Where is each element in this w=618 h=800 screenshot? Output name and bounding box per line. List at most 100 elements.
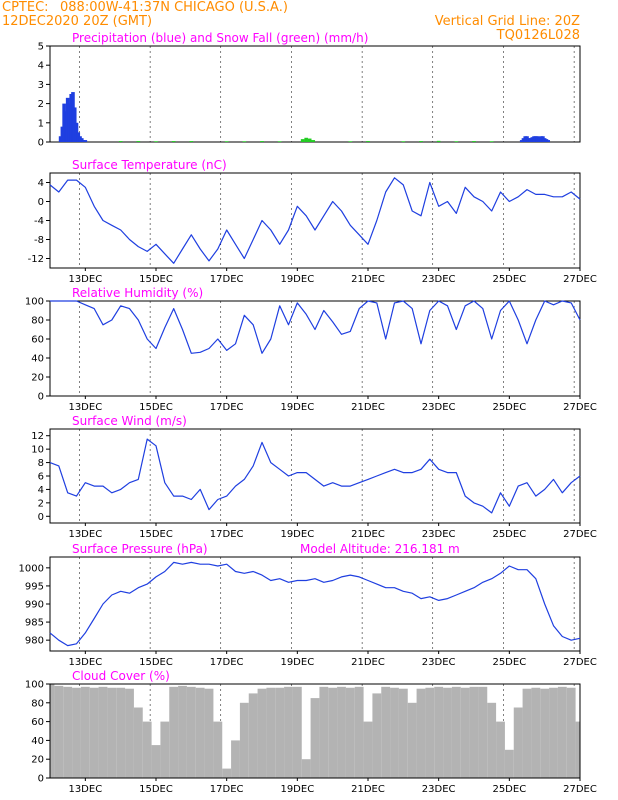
humidity-ytick-label: 80 [31,316,44,327]
precip-panel: 0 1 2 3 4 5 Precipitation (blue) and Snow Fall… [38,31,581,149]
cloud-bar-18 [204,688,214,778]
cloud-xtick-label: 25DEC [492,784,526,795]
cloud-xtick-label: 17DEC [210,784,244,795]
pressure-series-line [49,561,581,647]
temperature-xtick-label: 15DEC [139,274,173,285]
cloud-ytick-label: 0 [38,774,44,785]
temperature-xtick-label: 19DEC [280,274,314,285]
cloud-ytick-label: 40 [31,736,44,747]
wind-panel: 0 2 4 6 8 10 12 13DEC 15DEC 17DEC 19DEC 21DEC 23DEC 2… [31,414,597,540]
cloud-bar-38 [381,686,391,778]
cloud-bar-26 [275,687,285,778]
wind-xtick-label: 13DEC [68,529,102,540]
temperature-ytick-label: 0 [38,197,44,208]
cloud-bar-32 [328,687,338,778]
pressure-panel: 980 985 990 995 1000 13DEC 15DEC 17DEC 19DEC 21DE… [19,542,597,668]
cloud-bar-34 [345,687,355,778]
precip-ytick-label: 3 [38,80,44,91]
pressure-xtick-label: 27DEC [563,657,597,668]
cloud-bar-40 [398,688,408,778]
precip-bar-1-2 [154,141,158,143]
cloud-bar-4 [80,686,90,778]
pressure-ytick-label: 980 [25,636,44,647]
header-model-code: TQ0126L028 [496,28,580,43]
temperature-ytick-label: 4 [38,178,44,189]
temperature-xtick-label: 25DEC [492,274,526,285]
precip-bar-1-12 [311,140,316,142]
cloud-bar-12 [151,745,161,778]
precip-bar-1-1 [136,141,141,142]
cloud-bar-25 [266,687,276,778]
cloud-bar-41 [407,702,417,778]
temperature-panel: -12 -8 -4 0 4 13DEC 15DEC 17DEC 19DEC 21DEC 23DEC 2… [28,158,597,285]
cloud-bar-24 [257,688,267,778]
wind-xtick-label: 15DEC [139,529,173,540]
header-source: CPTEC: [2,0,49,15]
temperature-xtick-label: 13DEC [68,274,102,285]
pressure-ytick-label: 1000 [19,563,44,574]
precip-bar-1-11 [307,138,312,142]
humidity-ytick-label: 0 [38,392,44,403]
humidity-ytick-label: 100 [25,297,44,308]
cloud-bar-39 [390,687,399,778]
humidity-xtick-label: 13DEC [68,402,102,413]
cloud-bar-21 [231,740,240,778]
temperature-xtick-label: 21DEC [351,274,385,285]
wind-xtick-label: 23DEC [422,529,456,540]
pressure-xtick-label: 21DEC [351,657,385,668]
cloud-xtick-label: 21DEC [351,784,385,795]
wind-ytick-label: 10 [31,445,44,456]
humidity-frame [49,300,581,397]
wind-series-line [49,438,581,514]
cloud-bar-3 [72,687,81,778]
precip-bar-1-19 [472,141,476,142]
temperature-series-line [49,177,581,264]
cloud-bar-52 [504,749,514,778]
cloud-bar-1 [54,685,64,778]
cloud-xtick-label: 15DEC [139,784,173,795]
cloud-bar-15 [178,685,187,778]
wind-ytick-label: 6 [38,472,44,483]
wind-ytick-label: 8 [38,458,44,469]
cloud-bar-48 [469,686,479,778]
temperature-title: Surface Temperature (nC) [72,158,227,172]
cloud-bar-59 [566,687,576,778]
temperature-ytick-label: -12 [28,254,44,265]
humidity-title: Relative Humidity (%) [72,286,203,300]
wind-xtick-label: 27DEC [563,529,597,540]
cloud-bar-45 [443,687,452,778]
precip-bar-1-14 [366,141,370,142]
cloud-bar-19 [213,721,223,778]
temperature-xtick-label: 23DEC [422,274,456,285]
cloud-bar-35 [354,686,364,778]
cloud-bar-55 [531,687,541,778]
cloud-bar-47 [460,687,470,778]
cloud-bar-10 [133,707,143,778]
cloud-xtick-label: 23DEC [422,784,456,795]
precip-bar-1-18 [454,141,459,143]
cloud-bar-49 [478,686,488,778]
cloud-bar-36 [363,721,373,778]
humidity-ytick-label: 40 [31,354,44,365]
humidity-xtick-label: 17DEC [210,402,244,413]
precip-bar-1-5 [224,141,229,143]
precip-frame [49,45,581,143]
precip-ytick-label: 4 [38,61,44,72]
cloud-bar-43 [425,687,435,778]
cloud-bar-60 [575,721,580,778]
cloud-bar-2 [63,686,73,778]
header-location: 088:00W-41:37N CHICAGO (U.S.A.) [60,0,288,15]
cloud-bar-51 [496,721,505,778]
wind-xtick-label: 17DEC [210,529,244,540]
cloud-bar-28 [292,686,302,778]
pressure-xtick-label: 19DEC [280,657,314,668]
pressure-xtick-label: 13DEC [68,657,102,668]
wind-ytick-label: 12 [31,431,44,442]
precip-bar-0-14 [83,140,88,142]
cloud-bar-37 [372,693,382,778]
cloud-bar-20 [222,768,232,778]
header-grid-note: Vertical Grid Line: 20Z [435,14,580,29]
cloud-title: Cloud Cover (%) [72,669,170,683]
wind-xtick-label: 21DEC [351,529,385,540]
